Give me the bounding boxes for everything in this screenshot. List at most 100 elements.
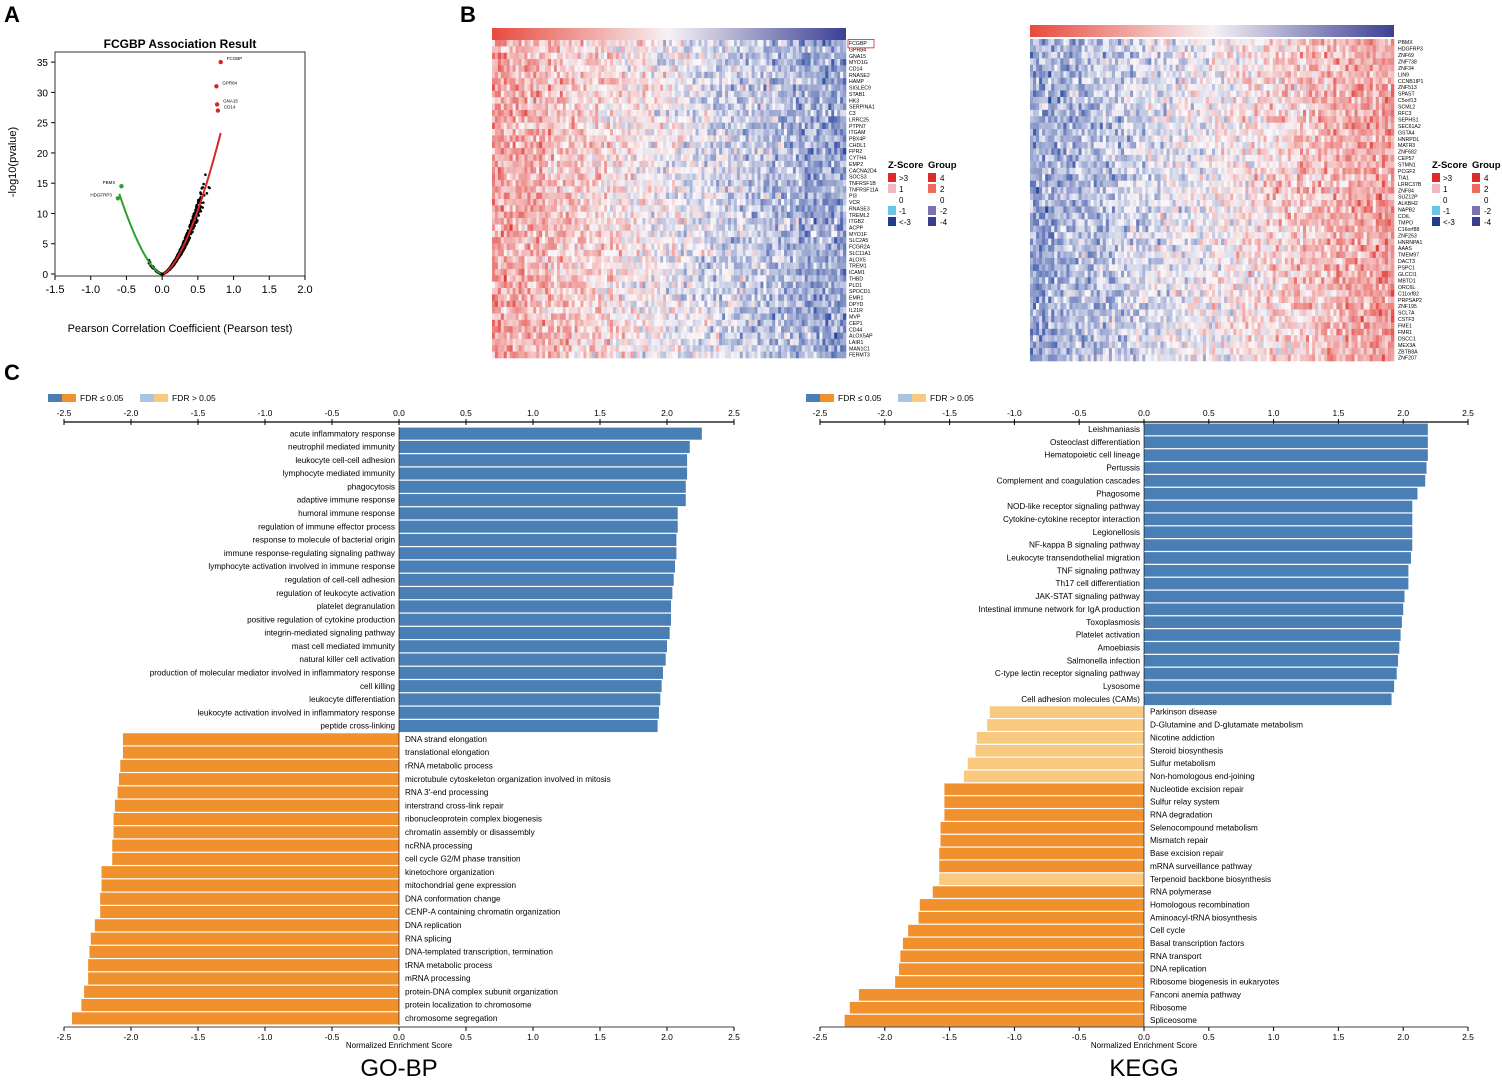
- heatmap-cell: [610, 90, 614, 98]
- heatmap-cell: [719, 59, 723, 66]
- heatmap-cell: [612, 46, 617, 54]
- volcano-point: [195, 206, 198, 209]
- heatmap-cell: [728, 148, 732, 155]
- heatmap-cell: [612, 97, 617, 104]
- heatmap-cell: [604, 186, 608, 193]
- heatmap-cell: [810, 103, 814, 111]
- heatmap-cell: [571, 224, 575, 232]
- heatmap-cell: [736, 224, 741, 232]
- heatmap-cell: [766, 135, 770, 143]
- heatmap-cell: [633, 71, 637, 79]
- heatmap-cell: [595, 243, 599, 251]
- heatmap-cell: [769, 90, 773, 98]
- heatmap-cell: [503, 249, 508, 257]
- heatmap-cell: [798, 192, 803, 200]
- heatmap-cell: [559, 224, 564, 232]
- heatmap-cell: [754, 46, 758, 54]
- heatmap-cell: [834, 205, 838, 213]
- heatmap-cell: [692, 218, 696, 225]
- heatmap-cell: [719, 52, 723, 60]
- heatmap-cell: [533, 129, 537, 136]
- heatmap-cell: [801, 218, 805, 225]
- heatmap-cell: [536, 122, 540, 130]
- heatmap-cell: [497, 192, 502, 200]
- heatmap-cell: [754, 249, 758, 257]
- heatmap-cell: [583, 52, 587, 60]
- heatmap-cell: [610, 243, 614, 251]
- heatmap-cell: [804, 46, 808, 54]
- heatmap-cell: [695, 148, 699, 155]
- heatmap-cell: [524, 97, 528, 104]
- heatmap-cell: [671, 167, 676, 174]
- heatmap-cell: [586, 90, 590, 98]
- heatmap-cell: [630, 135, 634, 143]
- heatmap-cell: [492, 122, 496, 130]
- heatmap-cell: [733, 40, 738, 47]
- heatmap-cell: [763, 129, 767, 136]
- heatmap-cell: [837, 46, 841, 54]
- heatmap-cell: [772, 211, 776, 219]
- heatmap-cell: [677, 148, 682, 155]
- heatmap-cell: [574, 129, 578, 136]
- heatmap-cell: [589, 52, 593, 60]
- heatmap-cell: [710, 256, 714, 263]
- heatmap-cell: [736, 129, 741, 136]
- heatmap-cell: [536, 256, 540, 263]
- heatmap-cell: [542, 135, 546, 143]
- heatmap-cell: [778, 205, 782, 213]
- heatmap-cell: [562, 46, 567, 54]
- heatmap-cell: [831, 122, 835, 130]
- heatmap-cell: [730, 154, 735, 162]
- volcano-xtick-label: -1.0: [81, 284, 100, 296]
- heatmap-cell: [533, 46, 537, 54]
- heatmap-cell: [831, 211, 835, 219]
- heatmap-cell: [595, 129, 599, 136]
- heatmap-cell: [692, 141, 696, 149]
- heatmap-cell: [497, 52, 502, 60]
- heatmap-cell: [722, 224, 726, 232]
- heatmap-cell: [506, 167, 510, 174]
- heatmap-cell: [636, 52, 640, 60]
- heatmap-cell: [580, 40, 584, 47]
- heatmap-cell: [636, 230, 640, 238]
- heatmap-cell: [716, 167, 720, 174]
- heatmap-cell: [686, 186, 690, 193]
- heatmap-cell: [627, 116, 631, 123]
- heatmap-cell: [497, 205, 502, 213]
- heatmap-cell: [769, 59, 773, 66]
- heatmap-cell: [707, 116, 711, 123]
- volcano-point: [187, 238, 190, 242]
- heatmap-cell: [772, 59, 776, 66]
- heatmap-cell: [671, 256, 676, 263]
- heatmap-cell: [612, 243, 617, 251]
- heatmap-cell: [530, 230, 534, 238]
- heatmap-cell: [500, 218, 505, 225]
- heatmap-cell: [607, 148, 611, 155]
- heatmap-cell: [772, 192, 776, 200]
- heatmap-cell: [837, 122, 841, 130]
- heatmap-cell: [710, 154, 714, 162]
- heatmap-cell: [503, 103, 508, 111]
- heatmap-cell: [660, 160, 664, 168]
- heatmap-cell: [618, 129, 623, 136]
- heatmap-cell: [810, 211, 814, 219]
- heatmap-cell: [494, 199, 499, 206]
- heatmap-cell: [500, 52, 505, 60]
- heatmap-cell: [571, 205, 575, 213]
- heatmap-cell: [539, 78, 543, 85]
- heatmap-cell: [624, 52, 628, 60]
- heatmap-cell: [654, 109, 658, 117]
- heatmap-cell: [598, 154, 602, 162]
- heatmap-cell: [627, 243, 631, 251]
- heatmap-cell: [618, 141, 623, 149]
- heatmap-cell: [837, 199, 841, 206]
- heatmap-cell: [739, 211, 744, 219]
- heatmap-cell: [677, 129, 682, 136]
- heatmap-cell: [515, 249, 519, 257]
- heatmap-cell: [831, 224, 835, 232]
- heatmap-cell: [512, 46, 516, 54]
- heatmap-cell: [642, 154, 646, 162]
- heatmap-cell: [778, 256, 782, 263]
- heatmap-cell: [739, 199, 744, 206]
- heatmap-cell: [539, 160, 543, 168]
